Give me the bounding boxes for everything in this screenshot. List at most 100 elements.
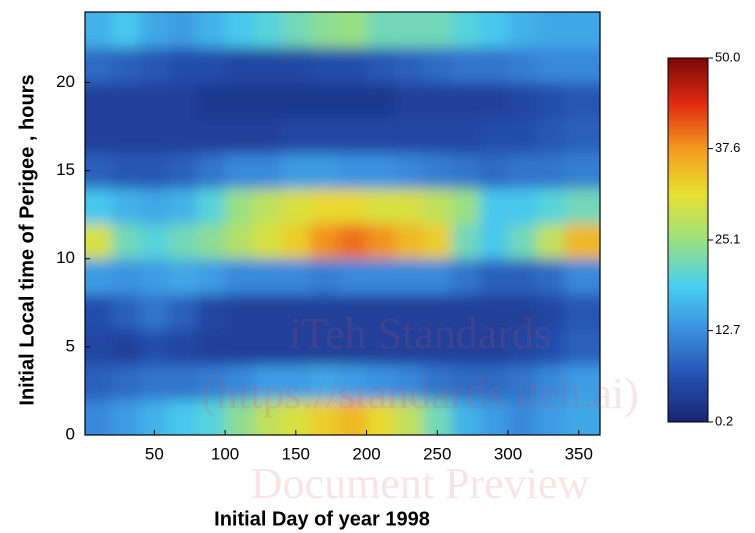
heat-cell	[508, 294, 537, 330]
heat-cell	[366, 399, 396, 435]
heat-cell	[225, 47, 254, 83]
heat-cell	[111, 223, 141, 260]
heat-cell	[196, 329, 226, 365]
heat-cell	[309, 47, 339, 83]
heat-cell	[508, 47, 537, 83]
heat-cell	[479, 188, 509, 224]
heat-cell	[338, 399, 368, 435]
y-tick-label: 5	[66, 336, 75, 355]
heat-cell	[508, 188, 537, 224]
heat-cell	[309, 399, 339, 435]
heat-cell	[536, 294, 566, 330]
heat-cell	[536, 153, 566, 189]
heat-cell	[479, 153, 509, 189]
colorbar-tick-label: 0.2	[715, 413, 733, 428]
heat-cell	[564, 399, 600, 435]
heat-cell	[536, 188, 566, 224]
heat-cell	[168, 153, 198, 189]
heat-cell	[196, 223, 226, 260]
heat-cell	[281, 153, 311, 189]
heat-cell	[85, 399, 113, 435]
heat-cell	[309, 294, 339, 330]
y-tick-label: 20	[56, 72, 75, 91]
heat-cell	[281, 82, 311, 119]
heat-cell	[309, 82, 339, 119]
heat-cell	[479, 82, 509, 119]
heat-cell	[564, 82, 600, 119]
x-axis-label: Initial Day of year 1998	[214, 508, 430, 530]
heat-cell	[196, 82, 226, 119]
heat-cell	[366, 82, 396, 119]
colorbar-tick-label: 25.1	[715, 231, 740, 246]
heat-cell	[225, 294, 254, 330]
plot-frame	[84, 11, 601, 436]
heat-cell	[140, 82, 169, 119]
heat-cell	[564, 294, 600, 330]
heat-cell	[140, 223, 169, 260]
heat-cell	[196, 117, 226, 154]
x-tick-label: 300	[494, 444, 522, 463]
heat-cell	[366, 12, 396, 48]
heat-cell	[394, 399, 424, 435]
heat-cell	[479, 399, 509, 435]
heat-cell	[281, 188, 311, 224]
heat-cell	[168, 12, 198, 48]
heat-cell	[451, 364, 481, 401]
heat-cell	[564, 47, 600, 83]
heat-cell	[479, 294, 509, 330]
heat-cell	[366, 188, 396, 224]
heat-cell	[85, 258, 113, 295]
heat-cell	[253, 188, 283, 224]
heat-cell	[451, 47, 481, 83]
heat-cell	[196, 399, 226, 435]
heat-cell	[536, 82, 566, 119]
heat-cell	[140, 47, 169, 83]
colorbar	[667, 57, 709, 423]
heat-cell	[423, 153, 452, 189]
heat-cell	[479, 258, 509, 295]
heat-cell	[309, 329, 339, 365]
heat-cell	[281, 47, 311, 83]
heat-cell	[451, 188, 481, 224]
heat-cell	[168, 364, 198, 401]
heat-cell	[394, 82, 424, 119]
heat-cell	[536, 329, 566, 365]
heat-cell	[536, 258, 566, 295]
heat-cell	[196, 364, 226, 401]
heat-cell	[281, 117, 311, 154]
heat-cell	[140, 258, 169, 295]
heat-cell	[508, 364, 537, 401]
x-tick-label: 250	[423, 444, 451, 463]
watermark: (https://standards.iteh.ai)	[201, 369, 638, 418]
heat-cell	[111, 294, 141, 330]
heat-cell	[451, 82, 481, 119]
heat-cell	[196, 188, 226, 224]
heat-cell	[451, 223, 481, 260]
heat-cell	[281, 258, 311, 295]
heat-cell	[253, 82, 283, 119]
heat-cell	[338, 82, 368, 119]
heat-cell	[423, 47, 452, 83]
heat-cell	[451, 153, 481, 189]
heat-cell	[479, 47, 509, 83]
y-tick-label: 15	[56, 160, 75, 179]
heat-cell	[536, 399, 566, 435]
heat-cell	[564, 329, 600, 365]
heat-cell	[225, 223, 254, 260]
heat-cell	[451, 399, 481, 435]
heat-cell	[111, 82, 141, 119]
x-tick-label: 100	[211, 444, 239, 463]
heat-cell	[508, 12, 537, 48]
y-axis-label: Initial Local time of Perigee , hours	[16, 74, 38, 405]
heat-cell	[168, 223, 198, 260]
heat-cell	[309, 223, 339, 260]
heat-cell	[196, 12, 226, 48]
heat-cell	[338, 188, 368, 224]
heat-cell	[253, 12, 283, 48]
heat-cell	[564, 153, 600, 189]
heat-cell	[423, 12, 452, 48]
heat-cell	[423, 223, 452, 260]
heat-cell	[85, 117, 113, 154]
heat-cell	[394, 223, 424, 260]
heat-cell	[423, 188, 452, 224]
